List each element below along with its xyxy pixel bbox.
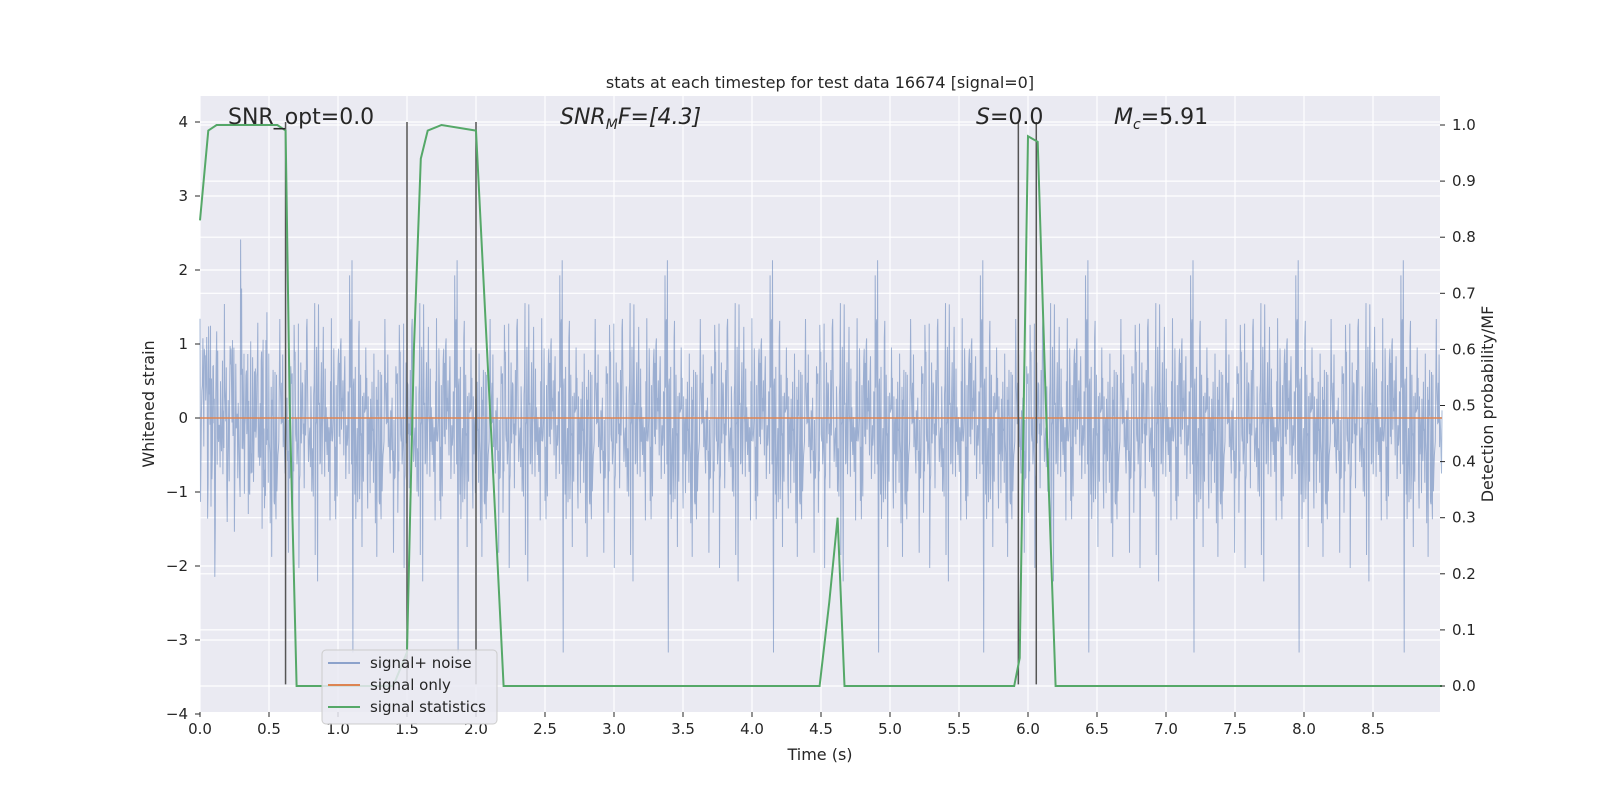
annotation-snr-opt: SNR_opt=0.0 — [228, 105, 374, 130]
y-right-tick-label: 0.4 — [1452, 453, 1476, 471]
x-tick-label: 3.0 — [602, 720, 626, 738]
legend-label-signal-noise: signal+ noise — [370, 654, 472, 672]
y-right-tick-label: 0.7 — [1452, 284, 1476, 302]
y-left-tick-label: 4 — [178, 113, 188, 131]
legend-label-signal-statistics: signal statistics — [370, 698, 486, 716]
x-tick-label: 6.0 — [1016, 720, 1040, 738]
y-right-tick-label: 1.0 — [1452, 116, 1476, 134]
y-right-tick-label: 0.8 — [1452, 228, 1476, 246]
x-tick-label: 2.5 — [533, 720, 557, 738]
x-tick-label: 8.5 — [1361, 720, 1385, 738]
chart-title: stats at each timestep for test data 166… — [606, 73, 1034, 92]
y-right-tick-label: 0.5 — [1452, 397, 1476, 415]
y-right-tick-label: 0.6 — [1452, 340, 1476, 358]
x-tick-label: 3.5 — [671, 720, 695, 738]
y-right-tick-label: 0.3 — [1452, 509, 1476, 527]
legend-label-signal-only: signal only — [370, 676, 451, 694]
y-left-tick-label: −1 — [166, 483, 188, 501]
y-left-tick-label: −3 — [166, 631, 188, 649]
y-left-tick-label: 3 — [178, 187, 188, 205]
y-left-tick-label: −2 — [166, 557, 188, 575]
x-tick-label: 4.0 — [740, 720, 764, 738]
legend: signal+ noise signal only signal statist… — [321, 649, 498, 725]
y-left-tick-label: 0 — [178, 409, 188, 427]
annotation-mc: Mc=5.91 — [1114, 105, 1208, 133]
x-tick-label: 5.5 — [947, 720, 971, 738]
annotation-snr-mf: SNRMF=[4.3] — [560, 105, 701, 133]
y-left-tick-label: 2 — [178, 261, 188, 279]
x-tick-label: 7.5 — [1223, 720, 1247, 738]
annotation-s: S=0.0 — [976, 105, 1043, 130]
y-axis-left-label: Whitened strain — [139, 340, 158, 467]
x-tick-label: 0.0 — [188, 720, 212, 738]
y-left-tick-label: 1 — [178, 335, 188, 353]
y-axis-left-ticks: 4 3 2 1 0 −1 −2 −3 −4 — [166, 113, 200, 723]
y-right-tick-label: 0.1 — [1452, 621, 1476, 639]
x-tick-label: 5.0 — [878, 720, 902, 738]
y-left-tick-label: −4 — [166, 705, 188, 723]
vertical-markers — [284, 122, 1038, 685]
signal-statistics-line — [199, 123, 1442, 687]
y-right-tick-label: 0.2 — [1452, 565, 1476, 583]
legend-box — [321, 649, 498, 725]
y-right-tick-label: 0.0 — [1452, 677, 1476, 695]
x-axis-label: Time (s) — [786, 745, 852, 764]
x-tick-label: 6.5 — [1085, 720, 1109, 738]
y-axis-right-label: Detection probability/MF — [1478, 306, 1497, 503]
x-tick-label: 8.0 — [1292, 720, 1316, 738]
x-tick-label: 0.5 — [257, 720, 281, 738]
y-axis-right-ticks: 1.0 0.9 0.8 0.7 0.6 0.5 0.4 0.3 0.2 0.1 0.0 — [1440, 116, 1476, 695]
y-right-tick-label: 0.9 — [1452, 172, 1476, 190]
x-tick-label: 4.5 — [809, 720, 833, 738]
x-tick-label: 7.0 — [1154, 720, 1178, 738]
